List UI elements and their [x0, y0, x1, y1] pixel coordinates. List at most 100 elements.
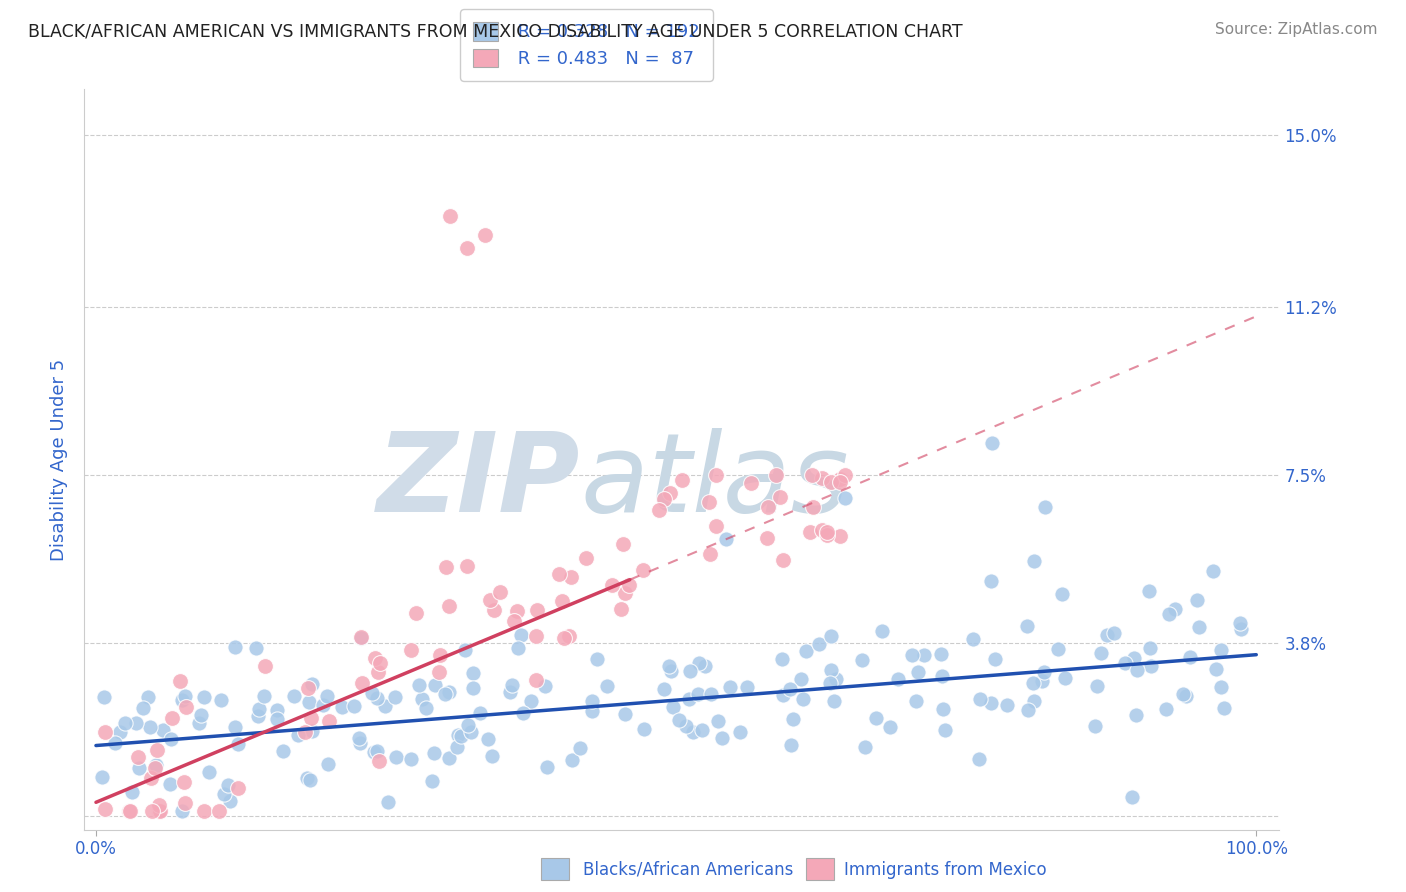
Point	[1137, 583, 1160, 598]
Point	[1163, 602, 1185, 616]
Point	[533, 679, 555, 693]
Point	[364, 650, 387, 665]
Point	[249, 702, 271, 716]
Point	[128, 761, 150, 775]
Point	[668, 713, 690, 727]
Point	[1121, 789, 1143, 804]
Point	[995, 698, 1018, 712]
Text: Blacks/African Americans: Blacks/African Americans	[583, 861, 794, 879]
Point	[828, 529, 851, 543]
Point	[368, 656, 391, 670]
Point	[148, 805, 170, 819]
Point	[457, 559, 479, 574]
Point	[499, 685, 522, 699]
Point	[699, 547, 721, 561]
Point	[810, 523, 832, 537]
Point	[209, 693, 232, 707]
Point	[512, 706, 534, 720]
Point	[686, 687, 709, 701]
Point	[434, 687, 457, 701]
Point	[818, 676, 841, 690]
Point	[790, 672, 813, 686]
Point	[174, 699, 197, 714]
Point	[301, 676, 323, 690]
Point	[772, 688, 794, 702]
Point	[299, 772, 322, 787]
Point	[468, 706, 491, 720]
Point	[792, 691, 814, 706]
Point	[560, 570, 582, 584]
Point	[912, 648, 935, 662]
Point	[363, 745, 385, 759]
Point	[1114, 656, 1136, 670]
Point	[772, 553, 794, 567]
Point	[652, 681, 675, 696]
Point	[460, 725, 482, 739]
Point	[93, 690, 115, 705]
Point	[1046, 642, 1069, 657]
Point	[704, 519, 727, 533]
Point	[160, 711, 183, 725]
FancyBboxPatch shape	[806, 858, 834, 880]
Point	[330, 699, 353, 714]
Point	[678, 691, 700, 706]
Point	[612, 537, 634, 551]
Point	[782, 712, 804, 726]
Point	[246, 709, 269, 723]
Point	[352, 676, 374, 690]
Point	[688, 657, 710, 671]
Point	[569, 740, 592, 755]
Point	[1050, 587, 1073, 601]
Point	[828, 475, 851, 490]
Point	[671, 473, 693, 487]
Point	[501, 678, 523, 692]
Point	[815, 525, 838, 540]
Point	[1157, 607, 1180, 622]
Point	[740, 476, 762, 491]
Point	[193, 690, 215, 705]
Point	[870, 624, 893, 638]
Point	[439, 210, 461, 224]
Point	[1139, 641, 1161, 656]
Point	[172, 692, 194, 706]
Point	[770, 651, 793, 665]
Point	[808, 637, 831, 651]
Point	[794, 643, 817, 657]
Point	[900, 648, 922, 662]
Point	[907, 665, 929, 679]
Point	[169, 673, 191, 688]
Point	[141, 805, 163, 819]
Point	[450, 730, 472, 744]
Point	[318, 714, 340, 728]
Point	[217, 778, 239, 792]
Point	[226, 737, 249, 751]
Point	[1090, 646, 1112, 660]
Point	[482, 603, 505, 617]
Point	[146, 742, 169, 756]
Point	[207, 805, 229, 819]
Point	[561, 753, 583, 767]
Point	[659, 665, 682, 679]
Point	[312, 698, 335, 712]
Point	[984, 652, 1007, 666]
Point	[152, 723, 174, 737]
Point	[298, 695, 321, 709]
Point	[682, 725, 704, 739]
Point	[506, 640, 529, 655]
Point	[283, 690, 305, 704]
Point	[349, 630, 371, 644]
Point	[865, 711, 887, 725]
Point	[456, 241, 478, 255]
Point	[423, 746, 446, 760]
Point	[316, 756, 339, 771]
Point	[347, 731, 370, 745]
Point	[266, 703, 288, 717]
Point	[735, 680, 758, 694]
Point	[828, 472, 851, 486]
Point	[294, 725, 316, 739]
Point	[1171, 687, 1194, 701]
Point	[728, 724, 751, 739]
Point	[295, 771, 318, 785]
FancyBboxPatch shape	[541, 858, 569, 880]
Point	[581, 705, 603, 719]
